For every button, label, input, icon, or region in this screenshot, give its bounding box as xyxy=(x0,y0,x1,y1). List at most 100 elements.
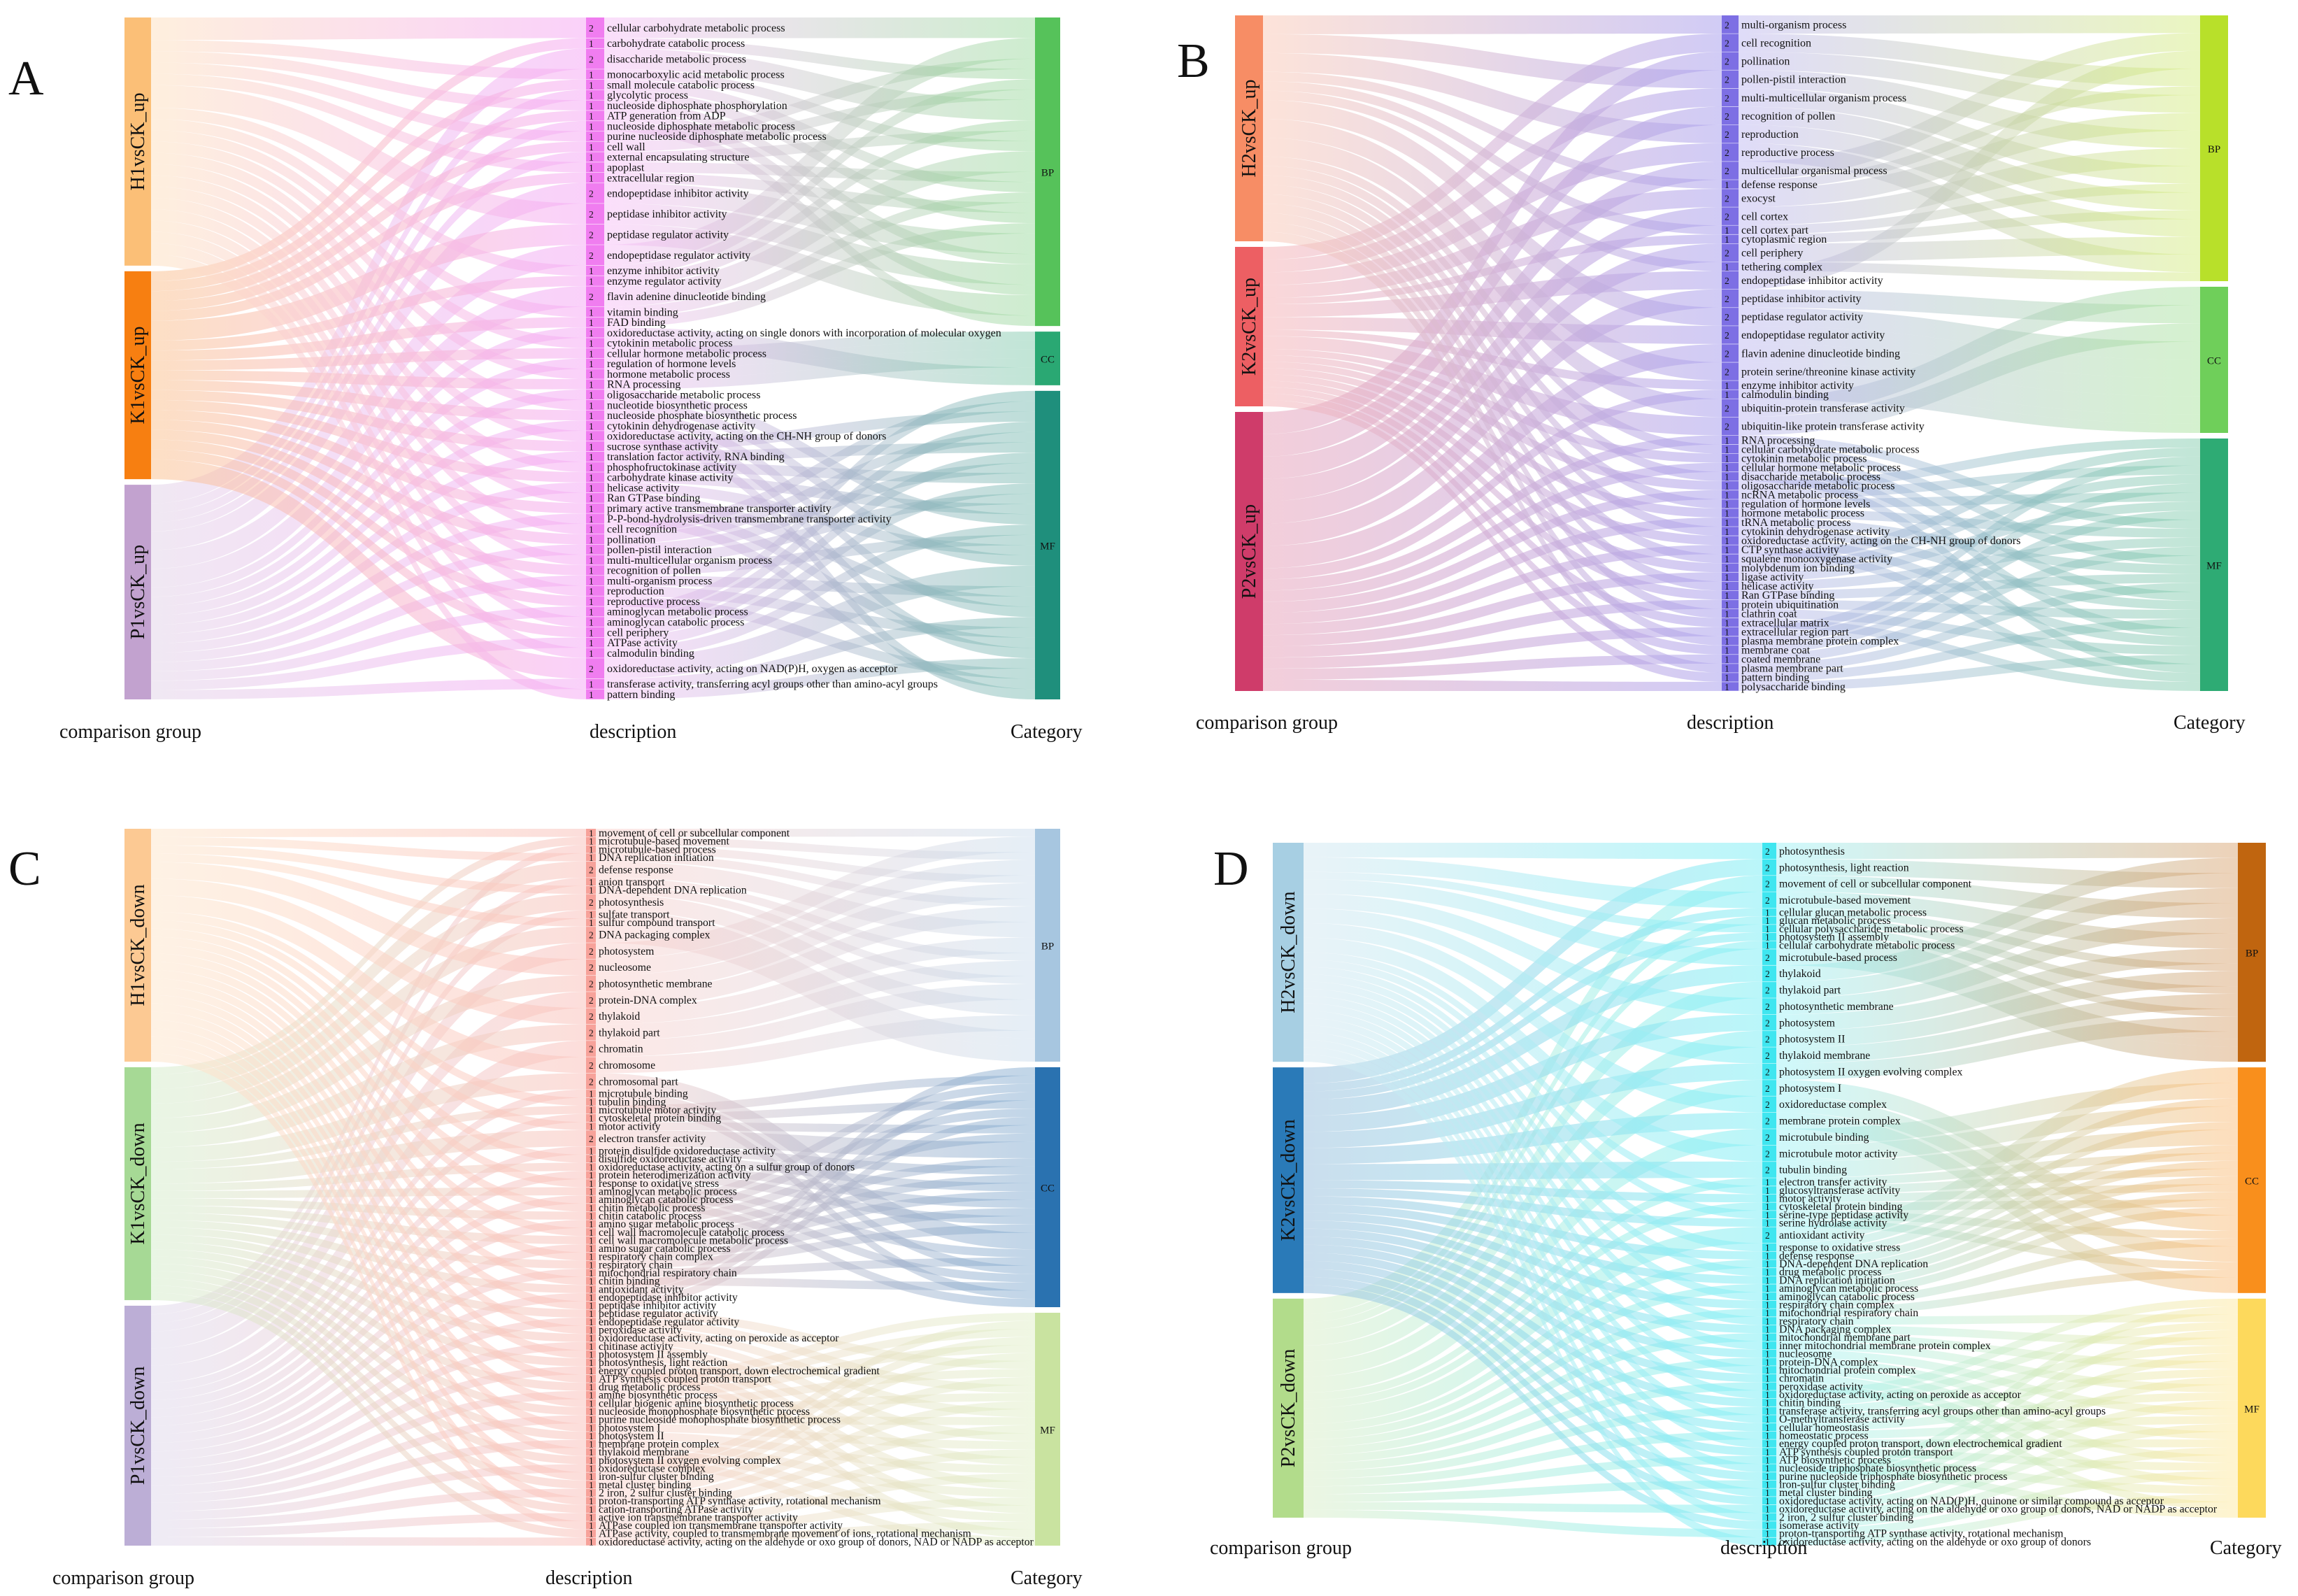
description-count: 1 xyxy=(589,1406,594,1417)
description-term: chitinase activity xyxy=(599,1341,673,1353)
flow-ribbon xyxy=(151,17,586,41)
flow-ribbon xyxy=(1263,207,1722,501)
description-term: antioxidant activity xyxy=(1779,1230,1864,1241)
flow-ribbon xyxy=(151,829,586,837)
description-term: nucleosome xyxy=(1779,1348,1832,1360)
description-count: 1 xyxy=(1765,1275,1770,1285)
description-count: 1 xyxy=(1765,1365,1770,1376)
description-count: 2 xyxy=(589,946,594,957)
description-count: 1 xyxy=(589,545,594,555)
description-term: monocarboxylic acid metabolic process xyxy=(607,69,785,81)
description-count: 1 xyxy=(1765,932,1770,943)
description-count: 2 xyxy=(589,188,594,199)
flow-ribbon xyxy=(151,1256,586,1416)
flow-ribbon xyxy=(1304,1204,1762,1285)
flow-ribbon xyxy=(604,596,1035,679)
flow-ribbon xyxy=(151,62,586,142)
flow-ribbon xyxy=(1304,1406,1762,1479)
flow-ribbon xyxy=(151,276,586,351)
panel-letter: A xyxy=(8,52,44,106)
description-count: 1 xyxy=(589,534,594,545)
description-term: protein serine/threonine kinase activity xyxy=(1741,366,1915,378)
description-count: 2 xyxy=(1765,969,1770,979)
description-count: 2 xyxy=(1725,166,1729,176)
comparison-node xyxy=(124,1305,151,1546)
flow-ribbon xyxy=(596,1455,1035,1546)
flow-ribbon xyxy=(1304,981,1762,1301)
description-count: 1 xyxy=(589,173,594,183)
axis-label-category: Category xyxy=(2174,712,2246,734)
flow-ribbon xyxy=(1776,1096,2238,1262)
comparison-node xyxy=(1235,15,1263,241)
description-count: 1 xyxy=(589,504,594,514)
description-term: coated membrane xyxy=(1741,654,1820,666)
description-count: 2 xyxy=(1725,129,1729,140)
description-term: oxidoreductase activity, acting on NAD(P… xyxy=(1779,1495,2164,1507)
flow-ribbon xyxy=(151,1195,586,1426)
description-term: photosystem II xyxy=(599,1430,664,1442)
description-term: cellular polysaccharide metabolic proces… xyxy=(1779,923,1964,935)
description-count: 1 xyxy=(589,1276,594,1287)
flow-ribbon xyxy=(151,51,586,111)
description-term: cellular homeostasis xyxy=(1779,1422,1869,1434)
flow-ribbon xyxy=(1263,231,1722,673)
description-count: 1 xyxy=(589,1089,594,1099)
description-count: 1 xyxy=(1725,462,1729,473)
description-count: 1 xyxy=(1765,1447,1770,1458)
description-count: 1 xyxy=(589,70,594,80)
description-term: chromosome xyxy=(599,1060,655,1071)
description-count: 1 xyxy=(1765,1243,1770,1253)
flow-ribbon xyxy=(151,895,586,1074)
description-term: oxidoreductase activity, acting on the a… xyxy=(599,1536,1034,1548)
description-term: microtubule motor activity xyxy=(1779,1148,1897,1160)
description-count: 2 xyxy=(1765,1050,1770,1061)
description-term: mitochondrial membrane part xyxy=(1779,1332,1911,1344)
description-term: ATP synthesis coupled proton transport xyxy=(599,1373,772,1385)
description-count: 1 xyxy=(589,152,594,163)
description-count: 1 xyxy=(589,909,594,920)
description-term: chitin binding xyxy=(1779,1397,1841,1409)
flow-ribbon xyxy=(151,186,586,504)
flows-left xyxy=(1304,843,1762,1546)
description-count: 1 xyxy=(589,617,594,627)
flow-ribbon xyxy=(1304,1431,1762,1487)
description-count: 1 xyxy=(1765,1472,1770,1482)
description-term: thylakoid xyxy=(599,1011,640,1023)
description-count: 1 xyxy=(1765,1202,1770,1212)
description-count: 1 xyxy=(1765,1283,1770,1294)
flow-ribbon xyxy=(1776,1341,2238,1393)
flow-ribbon xyxy=(596,1187,1035,1283)
description-count: 2 xyxy=(1725,93,1729,104)
flow-ribbon xyxy=(604,192,1035,318)
flow-ribbon xyxy=(1304,1011,1762,1399)
description-count: 1 xyxy=(589,1268,594,1278)
flow-ribbon xyxy=(1739,34,2200,87)
flow-ribbon xyxy=(1776,1365,2238,1463)
description-term: oxidoreductase complex xyxy=(1779,1099,1887,1111)
description-count: 1 xyxy=(589,1235,594,1246)
flow-ribbon xyxy=(151,130,586,348)
flow-ribbon xyxy=(1263,545,1722,636)
flow-ribbon xyxy=(151,1003,586,1383)
flow-ribbon xyxy=(596,1337,1035,1481)
description-term: cell wall macromolecule catabolic proces… xyxy=(599,1227,785,1239)
description-term: amino sugar metabolic process xyxy=(599,1218,734,1230)
category-node xyxy=(1035,1067,1060,1308)
description-count: 1 xyxy=(1765,1357,1770,1367)
flow-ribbon xyxy=(1776,875,2238,918)
flow-ribbon xyxy=(596,1130,1035,1159)
description-term: flavin adenine dinucleotide binding xyxy=(607,291,766,303)
flow-ribbon xyxy=(604,327,1035,377)
description-term: cell cortex xyxy=(1741,211,1788,222)
flow-ribbon xyxy=(1304,1228,1762,1358)
flow-ribbon xyxy=(151,1263,586,1440)
category-node xyxy=(2200,15,2228,281)
description-count: 1 xyxy=(589,80,594,90)
flow-ribbon xyxy=(1776,1455,2238,1495)
description-count: 1 xyxy=(589,1219,594,1230)
description-term: anion transport xyxy=(599,876,665,888)
flow-ribbon xyxy=(1304,908,1762,1092)
description-count: 1 xyxy=(589,328,594,339)
description-count: 1 xyxy=(589,877,594,888)
description-term: tubulin binding xyxy=(1779,1164,1847,1176)
